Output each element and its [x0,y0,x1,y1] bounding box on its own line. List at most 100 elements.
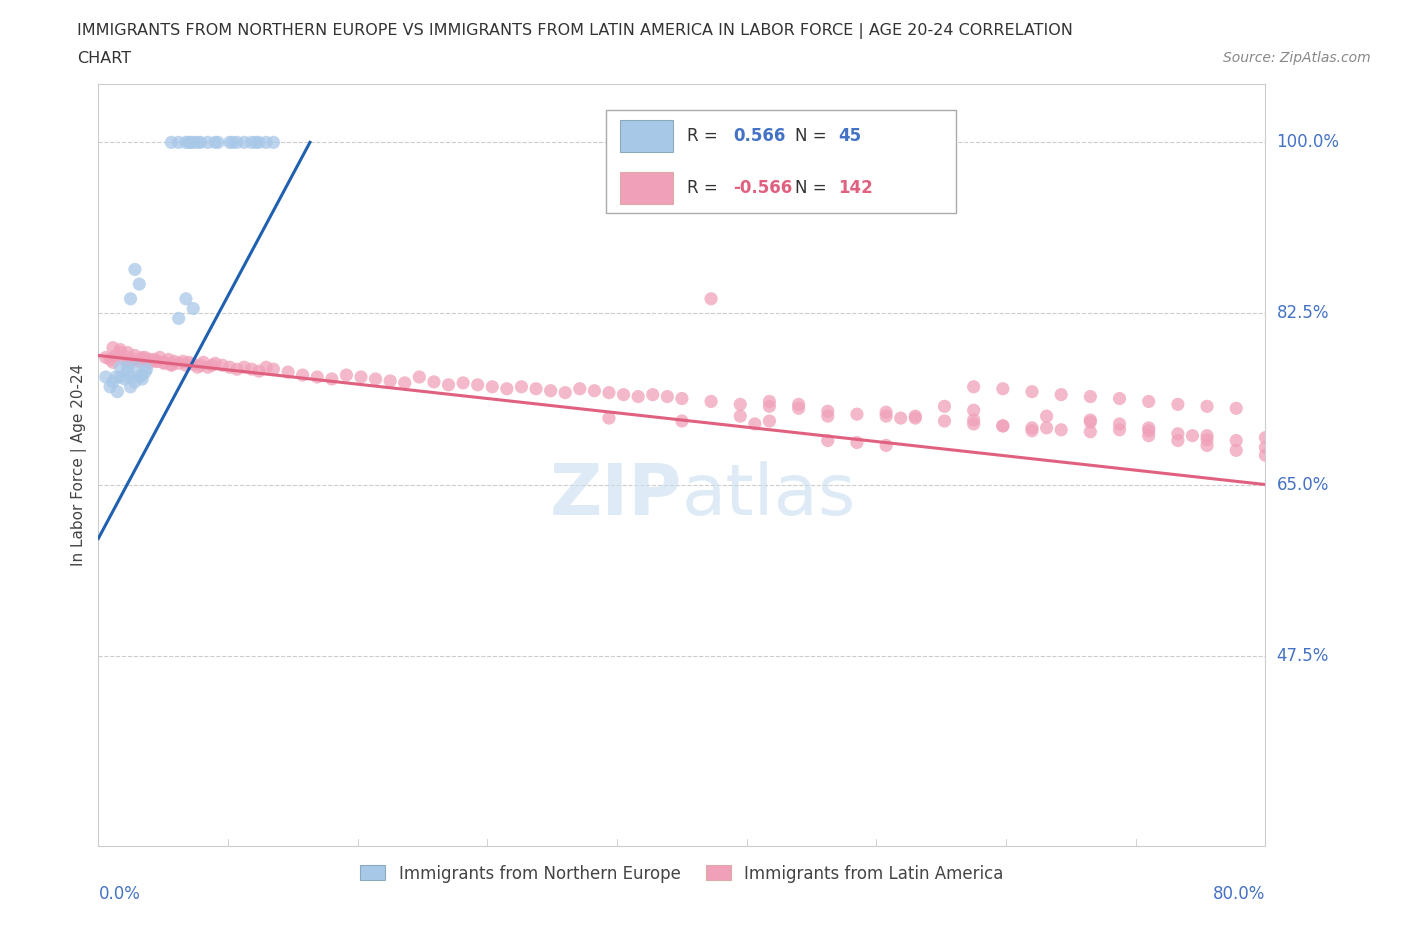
Point [437,378,460,392]
Point [226,362,249,377]
Point [641,387,664,402]
Point [174,135,197,150]
Point [540,383,562,398]
Point [120,379,142,394]
Point [98,379,121,394]
Point [758,399,780,414]
Point [1080,415,1102,430]
Point [846,406,869,421]
Point [1225,443,1247,458]
Point [120,369,142,384]
Point [1137,423,1160,438]
Point [153,355,176,370]
Point [277,365,299,379]
Point [94,350,117,365]
Point [1050,387,1073,402]
Point [160,357,183,372]
Point [991,418,1014,433]
Point [846,435,869,450]
Point [496,381,519,396]
Point [380,374,402,389]
Point [104,369,127,384]
Point [128,277,150,292]
Point [1021,423,1043,438]
Point [233,135,256,150]
Point [128,354,150,369]
Point [991,381,1014,396]
Point [177,135,200,150]
Text: 100.0%: 100.0% [1277,133,1340,152]
Point [181,135,204,150]
FancyBboxPatch shape [606,111,956,213]
Point [934,399,956,414]
Point [117,350,139,365]
Text: 142: 142 [838,179,873,196]
Point [247,364,270,379]
Point [1195,428,1218,443]
Point [1181,428,1204,443]
Point [204,356,226,371]
Point [105,384,128,399]
Point [1021,384,1043,399]
Point [904,411,927,426]
Point [172,354,194,369]
Point [787,397,810,412]
Point [157,352,180,366]
Point [817,404,839,418]
Point [160,135,183,150]
Text: CHART: CHART [77,51,131,66]
Point [197,360,219,375]
Legend: Immigrants from Northern Europe, Immigrants from Latin America: Immigrants from Northern Europe, Immigra… [356,859,1008,887]
Point [451,376,474,391]
Point [207,135,229,150]
Point [962,403,984,418]
Point [700,394,723,409]
Point [568,381,591,396]
Point [787,401,810,416]
Point [1195,432,1218,447]
Point [187,360,209,375]
Point [1195,399,1218,414]
Point [114,352,136,366]
Point [201,358,224,373]
Point [247,135,270,150]
Point [120,355,142,370]
Point [245,135,267,150]
Point [758,394,780,409]
Point [1225,401,1247,416]
Point [117,365,139,379]
Point [467,378,489,392]
Text: 0.0%: 0.0% [98,885,141,903]
Point [1254,431,1277,445]
Point [167,311,190,325]
Text: atlas: atlas [682,461,856,530]
Point [671,414,693,429]
Point [197,135,219,150]
Point [138,352,160,366]
Point [98,352,121,366]
Point [181,301,204,316]
Point [657,389,679,404]
Point [138,355,160,370]
Point [131,350,153,365]
Point [1254,440,1277,455]
Point [627,389,650,404]
Point [167,135,190,150]
Text: IMMIGRANTS FROM NORTHERN EUROPE VS IMMIGRANTS FROM LATIN AMERICA IN LABOR FORCE : IMMIGRANTS FROM NORTHERN EUROPE VS IMMIG… [77,23,1073,39]
Point [110,342,132,357]
Point [1108,392,1130,406]
Point [254,135,277,150]
Point [153,356,176,371]
Point [124,262,146,277]
Point [408,369,430,384]
Point [193,355,215,370]
Point [904,408,927,423]
Point [146,354,169,369]
Point [934,414,956,429]
Point [817,408,839,423]
Point [117,345,139,360]
Point [149,350,172,365]
Point [364,371,387,386]
Point [187,135,209,150]
Point [700,291,723,306]
